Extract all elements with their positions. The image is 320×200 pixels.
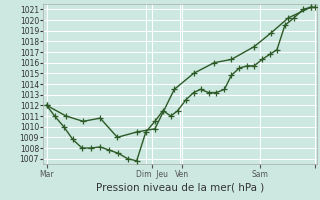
X-axis label: Pression niveau de la mer( hPa ): Pression niveau de la mer( hPa ) [96, 183, 264, 193]
